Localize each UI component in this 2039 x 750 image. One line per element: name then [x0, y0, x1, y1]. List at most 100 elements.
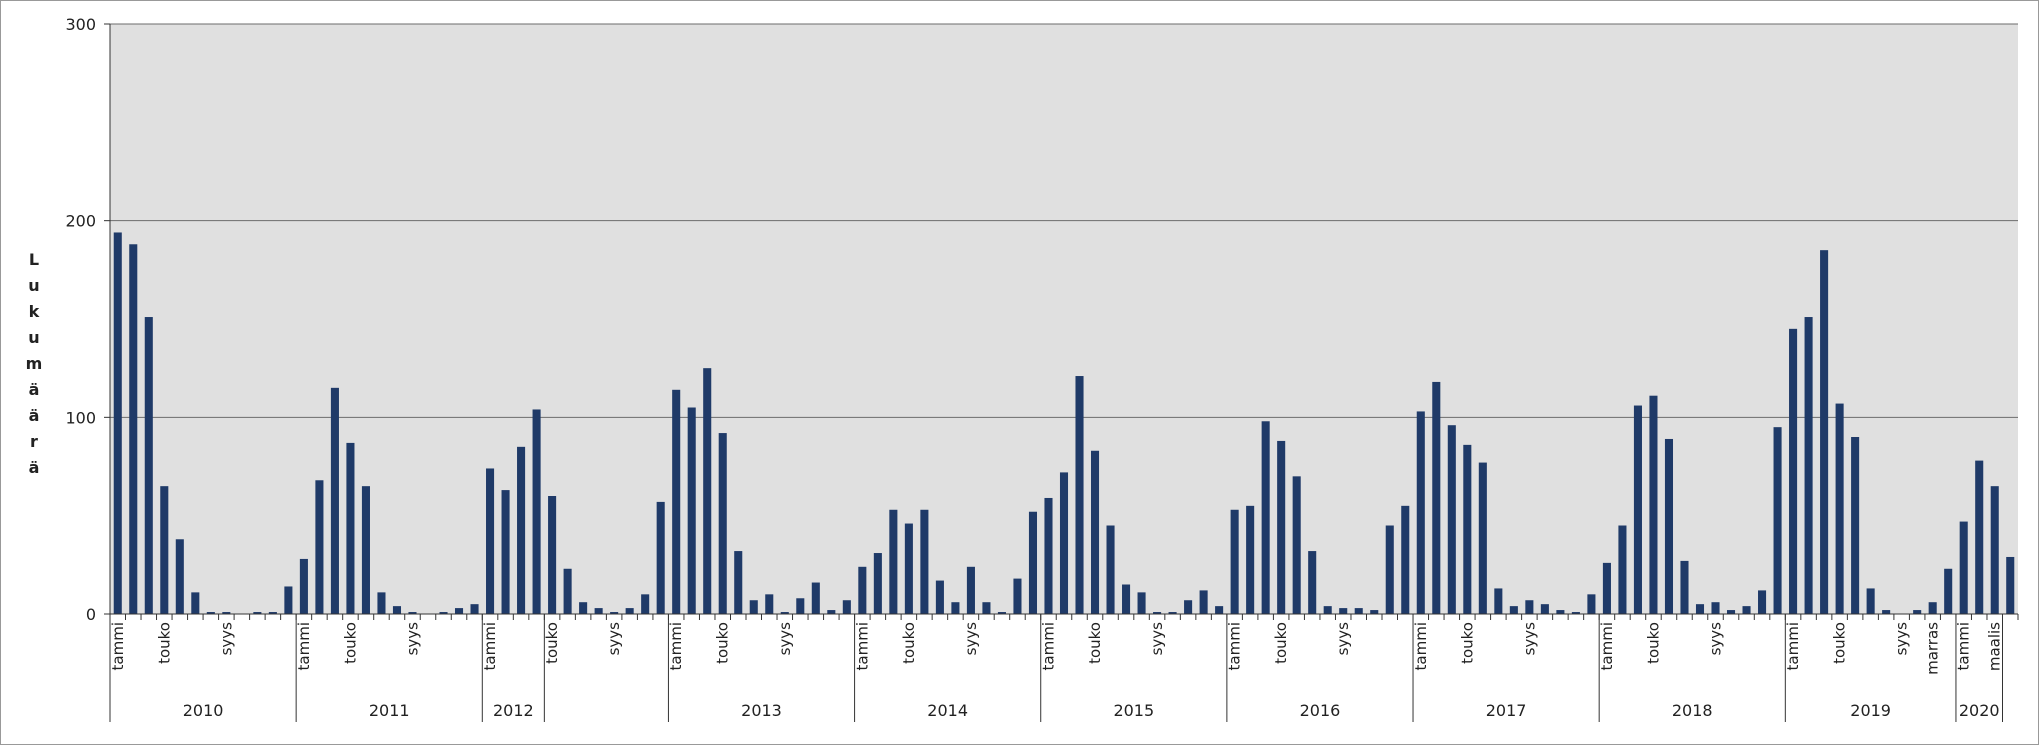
year-label: 2012: [493, 701, 534, 720]
bar: [1261, 421, 1270, 614]
bar: [997, 612, 1006, 614]
bar: [1246, 505, 1255, 614]
x-tick-label: touko: [714, 622, 732, 664]
x-tick-label: maalis: [1986, 622, 2004, 671]
bar: [1975, 460, 1984, 614]
y-axis-label-char: m: [26, 354, 43, 373]
bar: [1339, 608, 1348, 614]
bar: [191, 592, 200, 614]
x-tick-label: syys: [1334, 622, 1352, 656]
bar: [1230, 509, 1239, 614]
bar: [1602, 562, 1611, 614]
x-tick-label: touko: [1086, 622, 1104, 664]
x-tick-label: tammi: [1598, 622, 1616, 670]
bar: [1215, 606, 1224, 614]
year-label: 2015: [1113, 701, 1154, 720]
bar: [1851, 437, 1860, 614]
bar: [330, 387, 339, 614]
x-tick-label: touko: [1272, 622, 1290, 664]
y-axis-label-char: ä: [29, 458, 40, 477]
bar: [1680, 560, 1689, 614]
bar: [765, 594, 774, 614]
bar: [1168, 612, 1177, 614]
x-tick-label: tammi: [1412, 622, 1430, 670]
year-label: 2011: [369, 701, 410, 720]
bar: [1758, 590, 1767, 614]
year-label: 2013: [741, 701, 782, 720]
x-tick-label: touko: [1458, 622, 1476, 664]
bar: [1990, 486, 1999, 614]
bar: [1928, 602, 1937, 614]
bar: [1075, 376, 1084, 614]
bar: [1432, 381, 1441, 614]
x-tick-label: syys: [403, 622, 421, 656]
bar: [532, 409, 541, 614]
x-tick-label: syys: [776, 622, 794, 656]
x-tick-label: touko: [155, 622, 173, 664]
bar: [889, 509, 898, 614]
bar: [1726, 610, 1736, 614]
bar: [1711, 602, 1720, 614]
bar: [563, 568, 572, 614]
y-axis-label-char: u: [28, 328, 39, 347]
y-axis-ticks: 0 100 200 300: [65, 15, 111, 624]
bar: [144, 317, 153, 614]
bar: [1308, 551, 1317, 614]
bar: [222, 612, 231, 614]
x-tick-label: tammi: [853, 622, 871, 670]
bar: [2006, 556, 2015, 614]
y-tick-label: 100: [65, 408, 96, 427]
y-tick-label: 0: [86, 605, 96, 624]
bar: [1525, 600, 1534, 614]
x-tick-label: tammi: [1784, 622, 1802, 670]
bar: [873, 553, 882, 614]
bar: [625, 608, 634, 614]
bar: [858, 566, 867, 614]
bar: [734, 551, 743, 614]
bar: [594, 608, 603, 614]
bar: [1370, 610, 1379, 614]
bar: [966, 566, 975, 614]
bar: [1106, 525, 1115, 614]
x-tick-label: tammi: [481, 622, 499, 670]
bar: [299, 558, 308, 614]
bar: [268, 612, 277, 614]
bar: [780, 612, 789, 614]
y-axis-label-char: L: [29, 250, 39, 269]
y-axis-label-char: u: [28, 276, 39, 295]
bar: [811, 582, 820, 614]
bar: [284, 586, 293, 614]
bar: [749, 600, 758, 614]
bar: [1090, 450, 1100, 614]
x-tick-label: syys: [605, 622, 623, 656]
bar: [1804, 317, 1813, 614]
bar: [1773, 427, 1782, 614]
bar: [1633, 405, 1642, 614]
bar: [920, 509, 929, 614]
bar: [951, 602, 960, 614]
bar: [1789, 328, 1798, 614]
bar: [454, 608, 464, 614]
bar: [1292, 476, 1301, 614]
year-label: 2020: [1959, 701, 2000, 720]
bar: [1587, 594, 1596, 614]
bar: [1742, 606, 1751, 614]
y-axis-label-char: r: [30, 432, 38, 451]
bar: [1835, 403, 1844, 614]
bar: [1122, 584, 1131, 614]
x-tick-label: tammi: [667, 622, 685, 670]
x-tick-label: tammi: [1039, 622, 1057, 670]
y-axis-label-char: ä: [29, 406, 40, 425]
bar: [439, 612, 448, 614]
bar: [1184, 600, 1193, 614]
bar: [610, 612, 619, 614]
bar: [129, 244, 138, 614]
x-tick-label: syys: [1148, 622, 1166, 656]
bar: [842, 600, 851, 614]
year-label: 2017: [1486, 701, 1527, 720]
bar: [904, 523, 913, 614]
bar: [1401, 505, 1410, 614]
